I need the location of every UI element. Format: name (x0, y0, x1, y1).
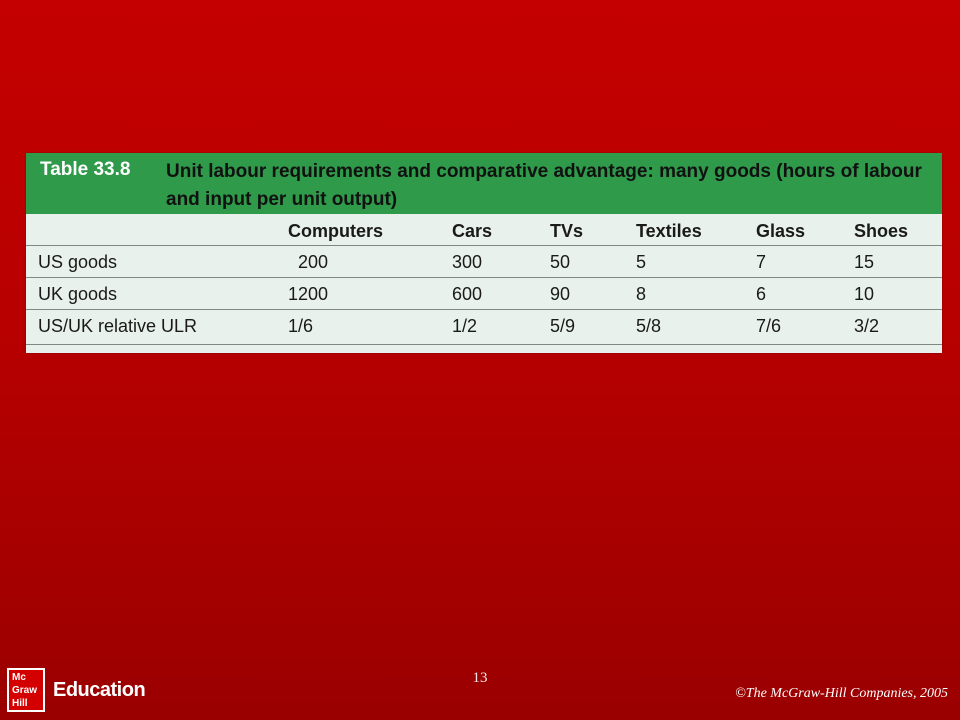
table-cell: 600 (452, 284, 483, 304)
table-title-line-1: Unit labour requirements and comparative… (166, 161, 922, 182)
table-cell: 6 (756, 284, 767, 304)
table-cell: 8 (636, 284, 647, 304)
table-cell: 1/6 (288, 316, 314, 336)
row-label: US/UK relative ULR (38, 316, 198, 336)
table-cell: 90 (550, 284, 571, 304)
table-grid: Computers Cars TVs Textiles Glass Shoes … (26, 214, 942, 341)
publisher-logo: Mc Graw Hill Education (7, 668, 146, 712)
copyright-notice: ©The McGraw-Hill Companies, 2005 (735, 686, 948, 701)
table-cell: 300 (452, 252, 483, 272)
table-cell: 200 (298, 252, 329, 272)
table-header: Table 33.8 Unit labour requirements and … (26, 153, 942, 214)
table-image: Table 33.8 Unit labour requirements and … (26, 153, 942, 353)
table-title-line-2: and input per unit output) (166, 189, 398, 210)
table-cell: 3/2 (854, 316, 880, 336)
table-cell: 5/9 (550, 316, 576, 336)
column-header-tvs: TVs (550, 221, 584, 241)
column-header-glass: Glass (756, 221, 806, 241)
table-cell: 7 (756, 252, 767, 272)
row-label: US goods (38, 252, 118, 272)
mcgraw-hill-logo-icon: Mc Graw Hill (7, 668, 45, 712)
table-cell: 5 (636, 252, 647, 272)
logo-wordmark: Education (53, 678, 146, 701)
row-label: UK goods (38, 284, 118, 304)
table-cell: 10 (854, 284, 875, 304)
table-cell: 7/6 (756, 316, 782, 336)
table-cell: 15 (854, 252, 875, 272)
column-header-cars: Cars (452, 221, 493, 241)
slide-number: 13 (472, 670, 488, 686)
table-row-relative-ulr: US/UK relative ULR 1/6 1/2 5/9 5/8 7/6 3… (26, 310, 942, 341)
column-header-shoes: Shoes (854, 221, 909, 241)
table-cell: 5/8 (636, 316, 662, 336)
table-cell: 1200 (288, 284, 329, 304)
table-row-uk-goods: UK goods 1200 600 90 8 6 10 (26, 278, 942, 310)
table-cell: 50 (550, 252, 571, 272)
logo-box-text: Mc Graw Hill (12, 672, 38, 709)
table-row-us-goods: US goods 200 300 50 5 7 15 (26, 246, 942, 278)
table-title: Unit labour requirements and comparative… (166, 158, 936, 214)
table-header-row: Computers Cars TVs Textiles Glass Shoes (26, 214, 942, 246)
column-header-textiles: Textiles (636, 221, 702, 241)
table-bottom-rule (26, 344, 942, 353)
table-cell: 1/2 (452, 316, 478, 336)
column-header-computers: Computers (288, 221, 384, 241)
table-number: Table 33.8 (40, 159, 131, 180)
